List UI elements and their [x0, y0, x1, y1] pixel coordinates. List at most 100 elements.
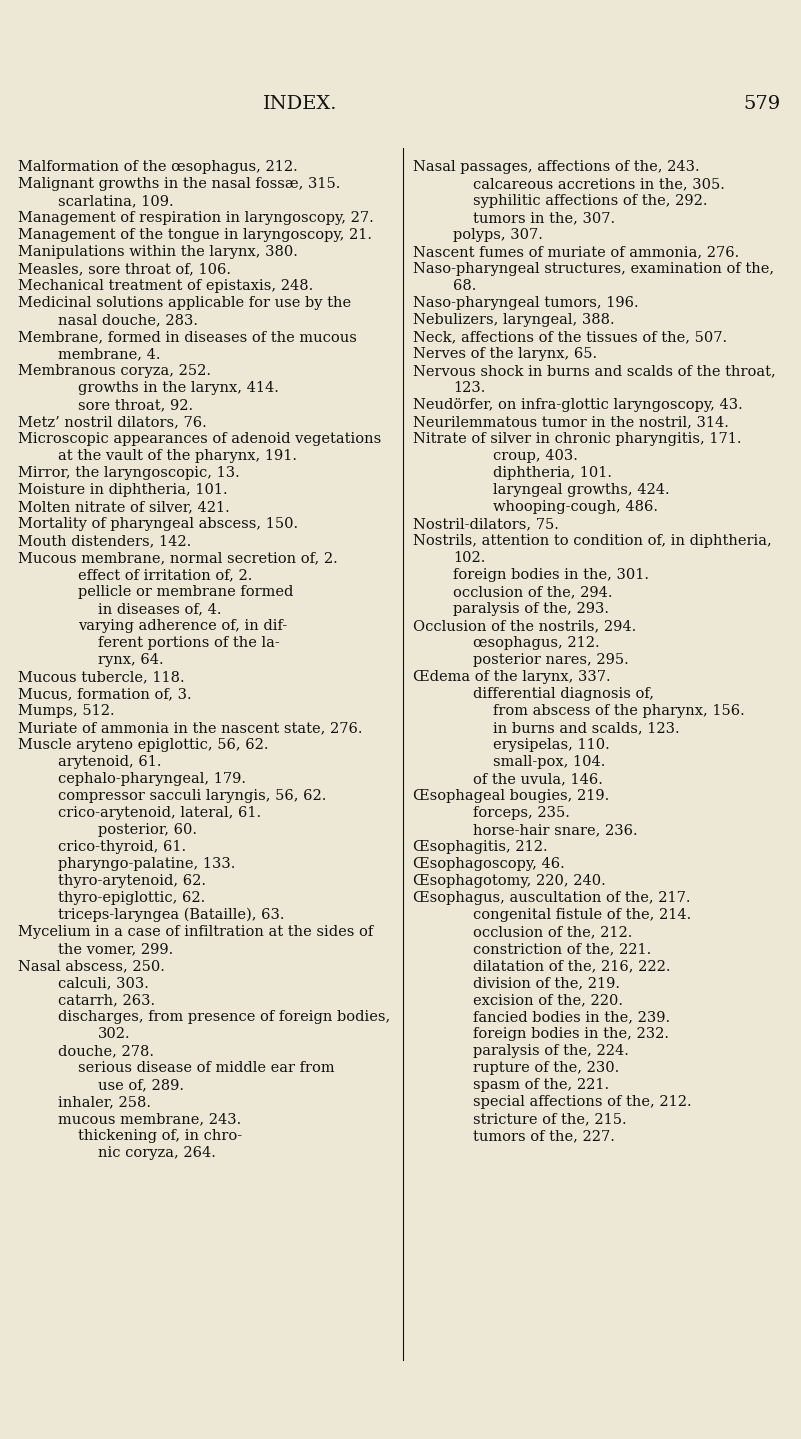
Text: Œsophagotomy, 220, 240.: Œsophagotomy, 220, 240. [413, 873, 606, 888]
Text: Mucus, formation of, 3.: Mucus, formation of, 3. [18, 686, 191, 701]
Text: Neurilemmatous tumor in the nostril, 314.: Neurilemmatous tumor in the nostril, 314… [413, 414, 729, 429]
Text: Occlusion of the nostrils, 294.: Occlusion of the nostrils, 294. [413, 619, 636, 633]
Text: growths in the larynx, 414.: growths in the larynx, 414. [78, 381, 279, 394]
Text: tumors in the, 307.: tumors in the, 307. [473, 212, 615, 224]
Text: Mycelium in a case of infiltration at the sides of: Mycelium in a case of infiltration at th… [18, 925, 373, 940]
Text: Mechanical treatment of epistaxis, 248.: Mechanical treatment of epistaxis, 248. [18, 279, 313, 294]
Text: dilatation of the, 216, 222.: dilatation of the, 216, 222. [473, 958, 670, 973]
Text: Management of the tongue in laryngoscopy, 21.: Management of the tongue in laryngoscopy… [18, 227, 372, 242]
Text: nic coryza, 264.: nic coryza, 264. [98, 1145, 216, 1160]
Text: Muriate of ammonia in the nascent state, 276.: Muriate of ammonia in the nascent state,… [18, 721, 363, 735]
Text: Muscle aryteno epiglottic, 56, 62.: Muscle aryteno epiglottic, 56, 62. [18, 738, 268, 753]
Text: effect of irritation of, 2.: effect of irritation of, 2. [78, 568, 252, 581]
Text: membrane, 4.: membrane, 4. [58, 347, 160, 361]
Text: Œsophagus, auscultation of the, 217.: Œsophagus, auscultation of the, 217. [413, 891, 690, 905]
Text: occlusion of the, 294.: occlusion of the, 294. [453, 586, 613, 599]
Text: scarlatina, 109.: scarlatina, 109. [58, 194, 174, 209]
Text: crico-thyroid, 61.: crico-thyroid, 61. [58, 840, 186, 853]
Text: mucous membrane, 243.: mucous membrane, 243. [58, 1112, 241, 1125]
Text: douche, 278.: douche, 278. [58, 1045, 154, 1058]
Text: pharyngo-palatine, 133.: pharyngo-palatine, 133. [58, 858, 235, 871]
Text: horse-hair snare, 236.: horse-hair snare, 236. [473, 823, 638, 837]
Text: fancied bodies in the, 239.: fancied bodies in the, 239. [473, 1010, 670, 1025]
Text: Nitrate of silver in chronic pharyngitis, 171.: Nitrate of silver in chronic pharyngitis… [413, 432, 742, 446]
Text: Mortality of pharyngeal abscess, 150.: Mortality of pharyngeal abscess, 150. [18, 517, 298, 531]
Text: Mumps, 512.: Mumps, 512. [18, 704, 115, 718]
Text: serious disease of middle ear from: serious disease of middle ear from [78, 1061, 335, 1075]
Text: Molten nitrate of silver, 421.: Molten nitrate of silver, 421. [18, 499, 230, 514]
Text: Microscopic appearances of adenoid vegetations: Microscopic appearances of adenoid veget… [18, 432, 381, 446]
Text: Œsophagoscopy, 46.: Œsophagoscopy, 46. [413, 858, 565, 871]
Text: Nebulizers, laryngeal, 388.: Nebulizers, laryngeal, 388. [413, 314, 614, 327]
Text: Œsophageal bougies, 219.: Œsophageal bougies, 219. [413, 789, 610, 803]
Text: thyro-arytenoid, 62.: thyro-arytenoid, 62. [58, 873, 206, 888]
Text: Naso-pharyngeal structures, examination of the,: Naso-pharyngeal structures, examination … [413, 262, 774, 276]
Text: varying adherence of, in dif-: varying adherence of, in dif- [78, 619, 288, 633]
Text: laryngeal growths, 424.: laryngeal growths, 424. [493, 484, 670, 496]
Text: Measles, sore throat of, 106.: Measles, sore throat of, 106. [18, 262, 231, 276]
Text: Metz’ nostril dilators, 76.: Metz’ nostril dilators, 76. [18, 414, 207, 429]
Text: arytenoid, 61.: arytenoid, 61. [58, 755, 162, 768]
Text: catarrh, 263.: catarrh, 263. [58, 993, 155, 1007]
Text: Nasal passages, affections of the, 243.: Nasal passages, affections of the, 243. [413, 160, 699, 174]
Text: Moisture in diphtheria, 101.: Moisture in diphtheria, 101. [18, 484, 227, 496]
Text: Manipulations within the larynx, 380.: Manipulations within the larynx, 380. [18, 245, 298, 259]
Text: calcareous accretions in the, 305.: calcareous accretions in the, 305. [473, 177, 725, 191]
Text: Œsophagitis, 212.: Œsophagitis, 212. [413, 840, 548, 853]
Text: forceps, 235.: forceps, 235. [473, 806, 570, 820]
Text: œsophagus, 212.: œsophagus, 212. [473, 636, 600, 650]
Text: crico-arytenoid, lateral, 61.: crico-arytenoid, lateral, 61. [58, 806, 261, 820]
Text: syphilitic affections of the, 292.: syphilitic affections of the, 292. [473, 194, 707, 209]
Text: Œdema of the larynx, 337.: Œdema of the larynx, 337. [413, 671, 610, 684]
Text: rynx, 64.: rynx, 64. [98, 653, 163, 668]
Text: posterior, 60.: posterior, 60. [98, 823, 197, 837]
Text: Nostril-dilators, 75.: Nostril-dilators, 75. [413, 517, 559, 531]
Text: Neck, affections of the tissues of the, 507.: Neck, affections of the tissues of the, … [413, 330, 727, 344]
Text: foreign bodies in the, 301.: foreign bodies in the, 301. [453, 568, 649, 581]
Text: posterior nares, 295.: posterior nares, 295. [473, 653, 629, 668]
Text: rupture of the, 230.: rupture of the, 230. [473, 1061, 619, 1075]
Text: 123.: 123. [453, 381, 485, 394]
Text: diphtheria, 101.: diphtheria, 101. [493, 466, 612, 481]
Text: erysipelas, 110.: erysipelas, 110. [493, 738, 610, 753]
Text: croup, 403.: croup, 403. [493, 449, 578, 463]
Text: division of the, 219.: division of the, 219. [473, 976, 620, 990]
Text: Nasal abscess, 250.: Nasal abscess, 250. [18, 958, 165, 973]
Text: 102.: 102. [453, 551, 485, 566]
Text: foreign bodies in the, 232.: foreign bodies in the, 232. [473, 1027, 669, 1040]
Text: polyps, 307.: polyps, 307. [453, 227, 543, 242]
Text: Membranous coryza, 252.: Membranous coryza, 252. [18, 364, 211, 378]
Text: the vomer, 299.: the vomer, 299. [58, 943, 173, 955]
Text: whooping-cough, 486.: whooping-cough, 486. [493, 499, 658, 514]
Text: congenital fistule of the, 214.: congenital fistule of the, 214. [473, 908, 691, 922]
Text: differential diagnosis of,: differential diagnosis of, [473, 686, 654, 701]
Text: calculi, 303.: calculi, 303. [58, 976, 149, 990]
Text: Management of respiration in laryngoscopy, 27.: Management of respiration in laryngoscop… [18, 212, 374, 224]
Text: nasal douche, 283.: nasal douche, 283. [58, 314, 198, 327]
Text: Malformation of the œsophagus, 212.: Malformation of the œsophagus, 212. [18, 160, 298, 174]
Text: 579: 579 [744, 95, 781, 114]
Text: at the vault of the pharynx, 191.: at the vault of the pharynx, 191. [58, 449, 297, 463]
Text: compressor sacculi laryngis, 56, 62.: compressor sacculi laryngis, 56, 62. [58, 789, 326, 803]
Text: discharges, from presence of foreign bodies,: discharges, from presence of foreign bod… [58, 1010, 390, 1025]
Text: paralysis of the, 293.: paralysis of the, 293. [453, 602, 609, 616]
Text: Nervous shock in burns and scalds of the throat,: Nervous shock in burns and scalds of the… [413, 364, 775, 378]
Text: Medicinal solutions applicable for use by the: Medicinal solutions applicable for use b… [18, 296, 351, 309]
Text: Nerves of the larynx, 65.: Nerves of the larynx, 65. [413, 347, 597, 361]
Text: thickening of, in chro-: thickening of, in chro- [78, 1130, 242, 1143]
Text: thyro-epiglottic, 62.: thyro-epiglottic, 62. [58, 891, 205, 905]
Text: 68.: 68. [453, 279, 477, 294]
Text: sore throat, 92.: sore throat, 92. [78, 399, 193, 412]
Text: Nascent fumes of muriate of ammonia, 276.: Nascent fumes of muriate of ammonia, 276… [413, 245, 739, 259]
Text: cephalo-pharyngeal, 179.: cephalo-pharyngeal, 179. [58, 771, 246, 786]
Text: from abscess of the pharynx, 156.: from abscess of the pharynx, 156. [493, 704, 745, 718]
Text: pellicle or membrane formed: pellicle or membrane formed [78, 586, 293, 599]
Text: 302.: 302. [98, 1027, 131, 1040]
Text: paralysis of the, 224.: paralysis of the, 224. [473, 1045, 629, 1058]
Text: ferent portions of the la-: ferent portions of the la- [98, 636, 280, 650]
Text: Nostrils, attention to condition of, in diphtheria,: Nostrils, attention to condition of, in … [413, 534, 771, 548]
Text: occlusion of the, 212.: occlusion of the, 212. [473, 925, 632, 940]
Text: spasm of the, 221.: spasm of the, 221. [473, 1078, 609, 1092]
Text: stricture of the, 215.: stricture of the, 215. [473, 1112, 626, 1125]
Text: use of, 289.: use of, 289. [98, 1078, 184, 1092]
